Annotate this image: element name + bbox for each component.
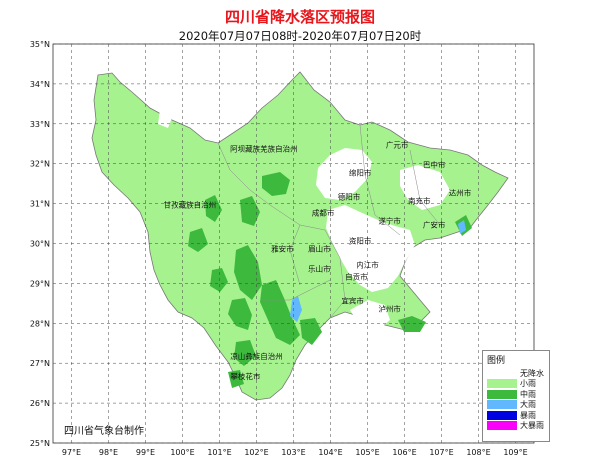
legend-title: 图例 [487, 356, 506, 366]
lon-tick-label: 106°E [392, 448, 416, 457]
legend-swatch [487, 389, 517, 399]
no-rain-area-east [400, 165, 450, 210]
axis-ticks: 35°N 34°N 33°N 32°N 31°N 30°N 29°N 28°N 27°N 26°N… [30, 40, 528, 457]
credit-text: 四川省气象台制作 [64, 426, 144, 437]
lat-tick-label: 32°N [30, 160, 50, 169]
city-label: 德阳市 [338, 192, 361, 202]
lon-tick-label: 104°E [318, 448, 342, 457]
lon-tick-label: 99°E [136, 448, 155, 457]
lon-tick-label: 98°E [99, 448, 118, 457]
graticule [52, 43, 535, 444]
map-title: 四川省降水落区预报图 [224, 8, 375, 26]
lon-tick-label: 102°E [244, 448, 268, 457]
city-label: 雅安市 [271, 243, 294, 253]
lon-tick-label: 97°E [62, 448, 81, 457]
city-label: 自贡市 [345, 271, 368, 281]
legend-label: 中雨 [520, 389, 536, 399]
legend-item: 大雨 [487, 400, 549, 411]
lat-tick-label: 34°N [30, 80, 50, 89]
heavy-rain-areas [290, 220, 466, 322]
no-rain-area-north [316, 148, 372, 200]
city-label: 广元市 [386, 140, 409, 150]
legend-item: 无降水 [487, 368, 549, 379]
city-label: 眉山市 [308, 243, 331, 253]
city-label: 巴中市 [423, 160, 446, 170]
legend-item: 大暴雨 [487, 421, 549, 432]
city-label: 阿坝藏族羌族自治州 [230, 144, 298, 154]
no-rain-area-west [158, 110, 172, 128]
boundary-lines [217, 124, 441, 319]
lon-tick-label: 107°E [429, 448, 453, 457]
lon-tick-label: 105°E [355, 448, 379, 457]
lat-tick-label: 33°N [30, 120, 50, 129]
lat-tick-label: 28°N [30, 319, 50, 328]
city-label: 宜宾市 [341, 295, 364, 305]
no-rain-area-basin [326, 205, 415, 292]
lon-tick-label: 100°E [170, 448, 194, 457]
legend-item: 小雨 [487, 379, 549, 390]
legend-label: 小雨 [520, 379, 536, 389]
legend-swatch [487, 421, 517, 431]
lon-tick-label: 108°E [466, 448, 490, 457]
city-label: 乐山市 [308, 263, 331, 273]
no-rain-area-south [350, 300, 390, 330]
city-label: 凉山彝族自治州 [230, 351, 283, 361]
city-label: 绵阳市 [349, 168, 372, 178]
lat-tick-label: 27°N [30, 359, 50, 368]
city-label: 攀枝花市 [230, 371, 260, 381]
legend-label: 暴雨 [520, 410, 536, 420]
lat-tick-label: 30°N [30, 240, 50, 249]
lat-tick-label: 25°N [30, 439, 50, 448]
city-label: 资阳市 [349, 236, 372, 246]
legend-label: 大雨 [520, 400, 536, 410]
legend-item: 暴雨 [487, 410, 549, 421]
legend-swatch [487, 400, 517, 410]
province-light-rain [91, 71, 509, 401]
moderate-rain-areas [188, 172, 472, 388]
city-label: 遂宁市 [378, 216, 401, 226]
lat-tick-label: 35°N [30, 40, 50, 49]
legend-label: 大暴雨 [520, 421, 544, 431]
legend-swatch [487, 379, 517, 389]
city-label: 内江市 [356, 259, 379, 269]
map-subtitle: 2020年07月07日08时-2020年07月07日20时 [178, 29, 422, 43]
city-label: 南充市 [408, 196, 431, 206]
legend: 图例 无降水 小雨 中雨 大雨 暴雨 大暴雨 [482, 350, 550, 442]
legend-swatch [487, 368, 517, 378]
lon-tick-label: 109°E [503, 448, 527, 457]
lat-tick-label: 29°N [30, 279, 50, 288]
lat-tick-label: 31°N [30, 200, 50, 209]
lat-tick-label: 26°N [30, 399, 50, 408]
legend-swatch [487, 410, 517, 420]
legend-item: 中雨 [487, 389, 549, 400]
city-label: 成都市 [312, 208, 335, 218]
legend-label: 无降水 [520, 368, 544, 378]
city-label: 广安市 [423, 220, 446, 230]
city-label: 泸州市 [378, 303, 401, 313]
city-label: 甘孜藏族自治州 [164, 200, 217, 210]
lon-tick-label: 103°E [281, 448, 305, 457]
lon-tick-label: 101°E [207, 448, 231, 457]
city-label: 达州市 [449, 188, 472, 198]
